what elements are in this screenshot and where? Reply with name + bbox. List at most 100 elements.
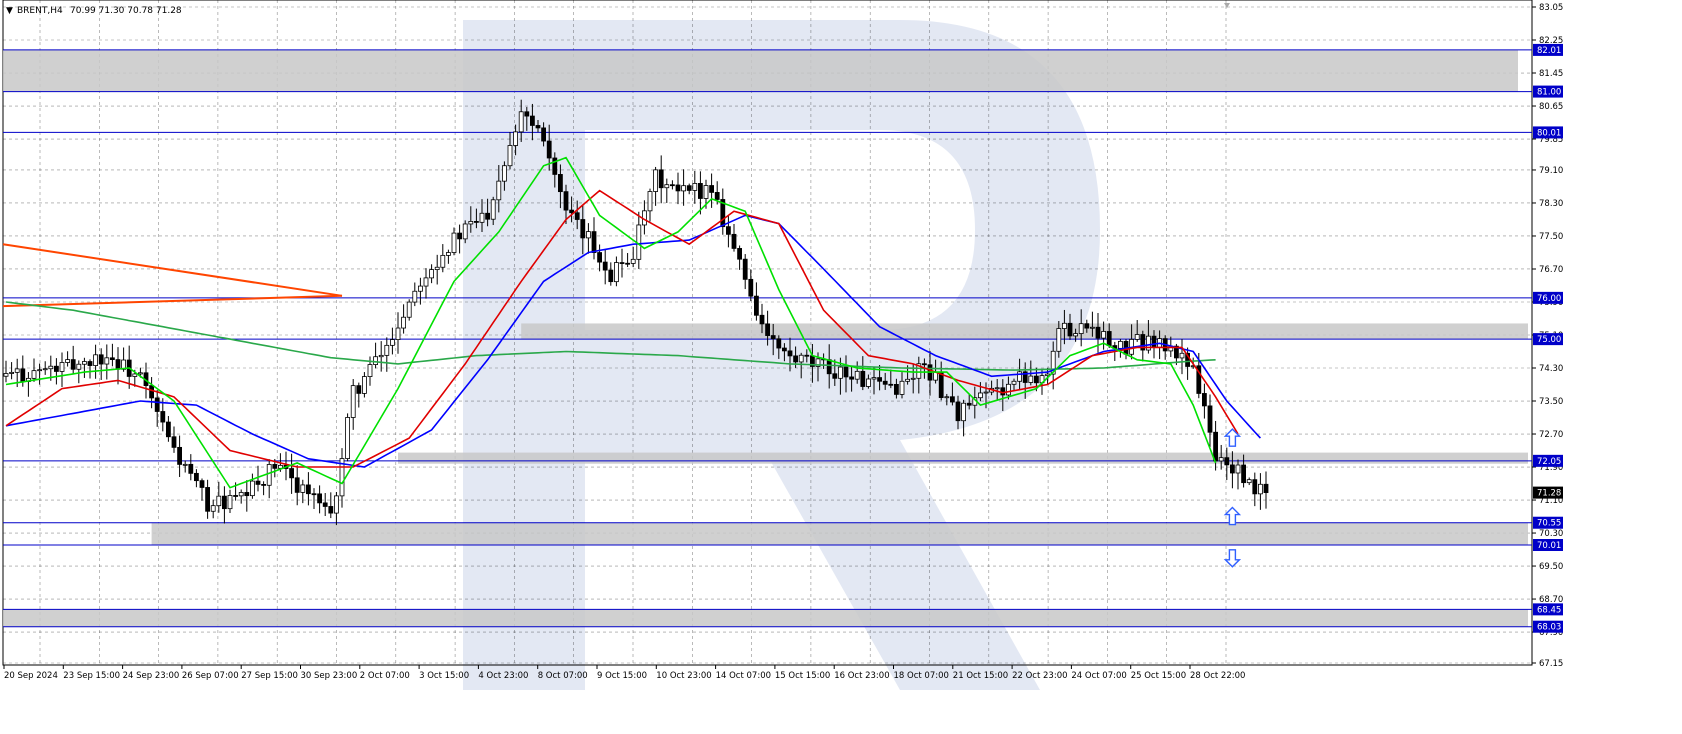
- candle-body: [1101, 331, 1106, 339]
- candle: [76, 360, 82, 384]
- candle: [860, 356, 866, 391]
- candle: [93, 344, 98, 379]
- x-tick-label: 10 Oct 23:00: [656, 671, 711, 681]
- shift-marker-icon: [1224, 3, 1230, 8]
- candle-body: [345, 417, 351, 459]
- candle: [574, 200, 580, 230]
- candle-body: [20, 368, 26, 382]
- candle-body: [1140, 334, 1146, 351]
- candle-body: [1241, 464, 1246, 484]
- candle-body: [754, 295, 759, 316]
- candle-body: [14, 368, 20, 373]
- candle-body: [339, 458, 345, 497]
- candle-body: [154, 397, 160, 412]
- x-tick-label: 15 Oct 15:00: [775, 671, 830, 681]
- candle-body: [815, 358, 821, 367]
- candle-body: [406, 301, 412, 318]
- candle: [389, 327, 395, 355]
- candle-body: [42, 368, 48, 371]
- candle: [1263, 471, 1269, 509]
- candle-body: [714, 192, 720, 200]
- candle-body: [966, 402, 972, 406]
- level-price-label: 68.03: [1537, 623, 1561, 633]
- candle: [754, 282, 759, 321]
- candle-body: [507, 145, 513, 167]
- support-resistance-zone: [3, 49, 1518, 92]
- candle: [608, 262, 614, 286]
- candle: [966, 394, 972, 410]
- candle: [670, 180, 675, 190]
- candle-body: [87, 361, 93, 366]
- candle: [496, 165, 502, 213]
- candle-body: [793, 355, 798, 363]
- candle: [1207, 394, 1213, 448]
- candle-body: [378, 354, 384, 358]
- candle-body: [249, 480, 255, 497]
- candle: [1258, 473, 1263, 510]
- candle-body: [221, 495, 227, 510]
- candle: [401, 304, 407, 334]
- candle-body: [1207, 405, 1213, 433]
- candle: [955, 395, 961, 430]
- candle: [188, 454, 194, 481]
- y-tick-label: 81.45: [1539, 69, 1563, 79]
- candle-body: [305, 484, 311, 495]
- candle: [110, 343, 115, 367]
- candle-body: [871, 377, 877, 380]
- candle-body: [569, 209, 574, 214]
- candle: [473, 208, 479, 229]
- x-tick-label: 21 Oct 15:00: [953, 671, 1008, 681]
- candle-body: [586, 231, 591, 239]
- y-tick-label: 83.05: [1539, 3, 1563, 13]
- candle: [149, 377, 155, 409]
- candle: [423, 268, 429, 299]
- candle-body: [1073, 333, 1078, 337]
- candle-body: [317, 493, 323, 504]
- candle: [681, 169, 686, 206]
- candle-body: [210, 505, 216, 512]
- candle: [888, 369, 894, 389]
- candle-body: [653, 169, 658, 192]
- candle: [675, 172, 681, 205]
- candle-body: [160, 411, 166, 423]
- candle-body: [597, 252, 602, 263]
- candle-body: [1118, 340, 1123, 349]
- candle: [9, 362, 15, 380]
- candle-body: [782, 347, 787, 352]
- candle-body: [149, 385, 155, 399]
- x-tick-label: 18 Oct 07:00: [894, 671, 949, 681]
- candle-body: [1090, 326, 1095, 329]
- candle-body: [1034, 375, 1039, 384]
- candle: [776, 335, 782, 359]
- candle-body: [76, 363, 82, 370]
- candle: [1090, 311, 1095, 337]
- candle: [177, 435, 183, 477]
- y-tick-label: 72.70: [1539, 430, 1563, 440]
- candle: [961, 399, 966, 437]
- candle-body: [614, 262, 619, 283]
- candle-body: [59, 362, 65, 372]
- y-tick-label: 79.10: [1539, 166, 1563, 176]
- candle: [412, 282, 418, 307]
- support-resistance-zone: [398, 452, 1528, 464]
- level-price-label: 76.00: [1537, 294, 1561, 304]
- candle: [541, 122, 546, 147]
- candle: [782, 343, 787, 362]
- candle-body: [524, 111, 530, 117]
- candle-body: [440, 254, 446, 268]
- y-tick-label: 82.25: [1539, 36, 1563, 46]
- candle-body: [1252, 479, 1258, 495]
- candle-body: [882, 380, 888, 385]
- candle-body: [748, 278, 754, 297]
- candle-body: [1202, 393, 1207, 407]
- candle-body: [1056, 328, 1062, 352]
- candle-body: [1011, 380, 1017, 385]
- candle-body: [272, 464, 278, 469]
- candle: [597, 244, 602, 272]
- menu-triangle-icon[interactable]: ▼: [6, 6, 13, 16]
- candle: [238, 489, 244, 504]
- y-tick-label: 76.70: [1539, 265, 1563, 275]
- candle-body: [65, 359, 70, 363]
